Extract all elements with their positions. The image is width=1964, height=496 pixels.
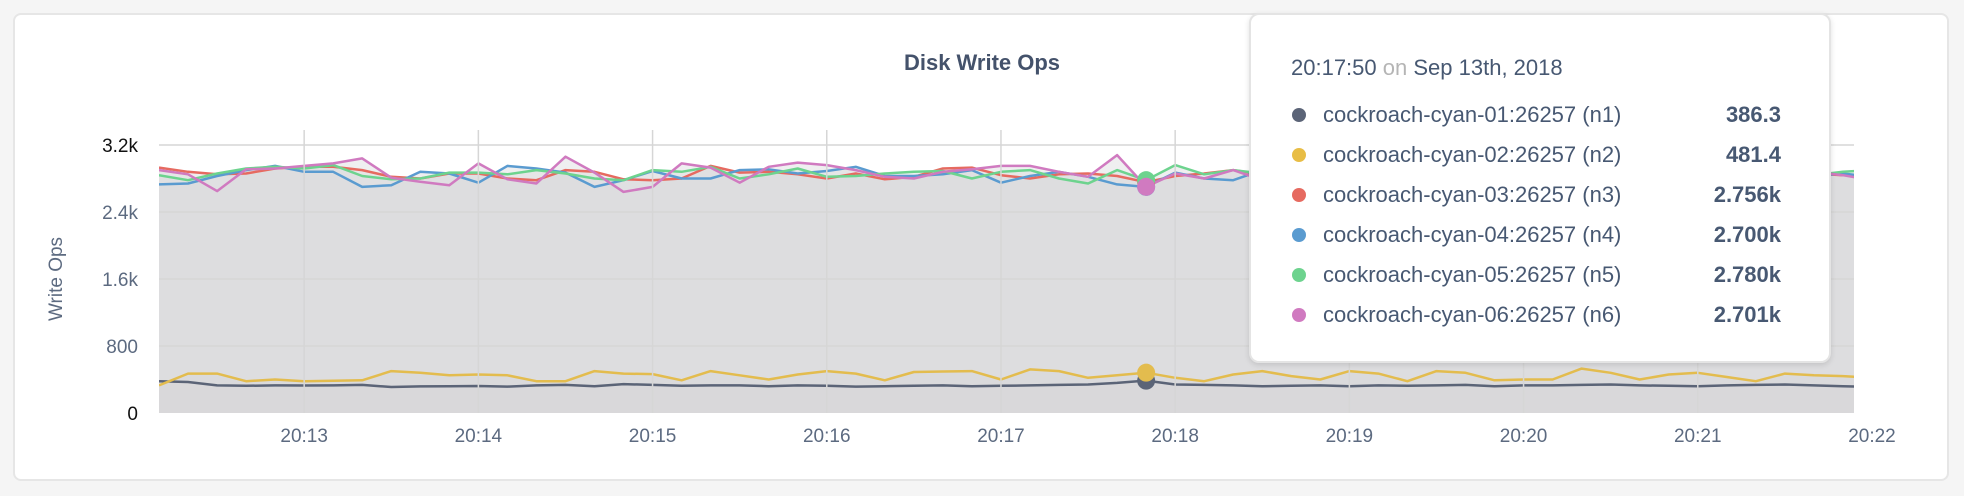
series-area <box>159 368 1854 413</box>
x-tick-label: 20:15 <box>629 426 677 447</box>
chart-title: Disk Write Ops <box>903 50 1061 75</box>
series-color-dot-icon <box>1292 268 1306 282</box>
tooltip-series-name: cockroach-cyan-04:26257 (n4) <box>1323 222 1622 247</box>
tooltip-series-value: 386.3 <box>1725 102 1781 127</box>
x-tick-label: 20:16 <box>803 426 851 447</box>
y-tick-label: 2.4k <box>102 203 138 224</box>
hover-point-n6 <box>1137 177 1156 196</box>
series-color-dot-icon <box>1292 228 1306 242</box>
tooltip-date: Sep 13th, 2018 <box>1413 55 1563 80</box>
tooltip-on: on <box>1382 55 1408 80</box>
tooltip-series-name: cockroach-cyan-01:26257 (n1) <box>1323 102 1622 127</box>
series-line-n2 <box>159 367 1854 387</box>
tooltip-series-value: 2.780k <box>1713 262 1781 287</box>
tooltip-row: cockroach-cyan-02:26257 (n2) 481.4 <box>1291 140 1781 170</box>
tooltip-series-name: cockroach-cyan-03:26257 (n3) <box>1323 182 1622 207</box>
tooltip-timestamp: 20:17:50 on Sep 13th, 2018 <box>1291 55 1563 81</box>
tooltip-time: 20:17:50 <box>1291 55 1377 80</box>
series-area <box>159 380 1854 413</box>
series-line-n1 <box>159 379 1854 389</box>
tooltip-series-value: 2.756k <box>1713 182 1781 207</box>
y-tick-label: 0 <box>127 404 138 425</box>
tooltip-row: cockroach-cyan-06:26257 (n6) 2.701k <box>1291 300 1781 330</box>
x-tick-label: 20:19 <box>1326 426 1374 447</box>
tooltip-series-value: 2.700k <box>1713 222 1781 247</box>
y-tick-label: 1.6k <box>102 270 138 291</box>
tooltip-series-value: 481.4 <box>1725 142 1781 167</box>
hover-point-n2 <box>1137 363 1156 382</box>
series-color-dot-icon <box>1292 188 1306 202</box>
series-color-dot-icon <box>1292 148 1306 162</box>
tooltip-row: cockroach-cyan-05:26257 (n5) 2.780k <box>1291 260 1781 290</box>
x-tick-label: 20:17 <box>977 426 1025 447</box>
y-tick-label: 3.2k <box>102 136 138 157</box>
y-tick-label: 800 <box>106 337 138 358</box>
x-tick-label: 20:20 <box>1500 426 1548 447</box>
series-color-dot-icon <box>1292 108 1306 122</box>
tooltip-row: cockroach-cyan-01:26257 (n1) 386.3 <box>1291 100 1781 130</box>
series-color-dot-icon <box>1292 308 1306 322</box>
tooltip-row: cockroach-cyan-04:26257 (n4) 2.700k <box>1291 220 1781 250</box>
x-tick-label: 20:22 <box>1848 426 1896 447</box>
tooltip-row: cockroach-cyan-03:26257 (n3) 2.756k <box>1291 180 1781 210</box>
x-tick-label: 20:18 <box>1151 426 1199 447</box>
x-tick-label: 20:14 <box>455 426 503 447</box>
tooltip-series-value: 2.701k <box>1713 302 1781 327</box>
tooltip-series-name: cockroach-cyan-05:26257 (n5) <box>1323 262 1622 287</box>
x-tick-label: 20:21 <box>1674 426 1722 447</box>
tooltip-series-name: cockroach-cyan-06:26257 (n6) <box>1323 302 1622 327</box>
y-axis-label: Write Ops <box>46 237 67 321</box>
x-tick-label: 20:13 <box>280 426 328 447</box>
hover-tooltip: 20:17:50 on Sep 13th, 2018 cockroach-cya… <box>1249 13 1831 363</box>
tooltip-series-name: cockroach-cyan-02:26257 (n2) <box>1323 142 1622 167</box>
